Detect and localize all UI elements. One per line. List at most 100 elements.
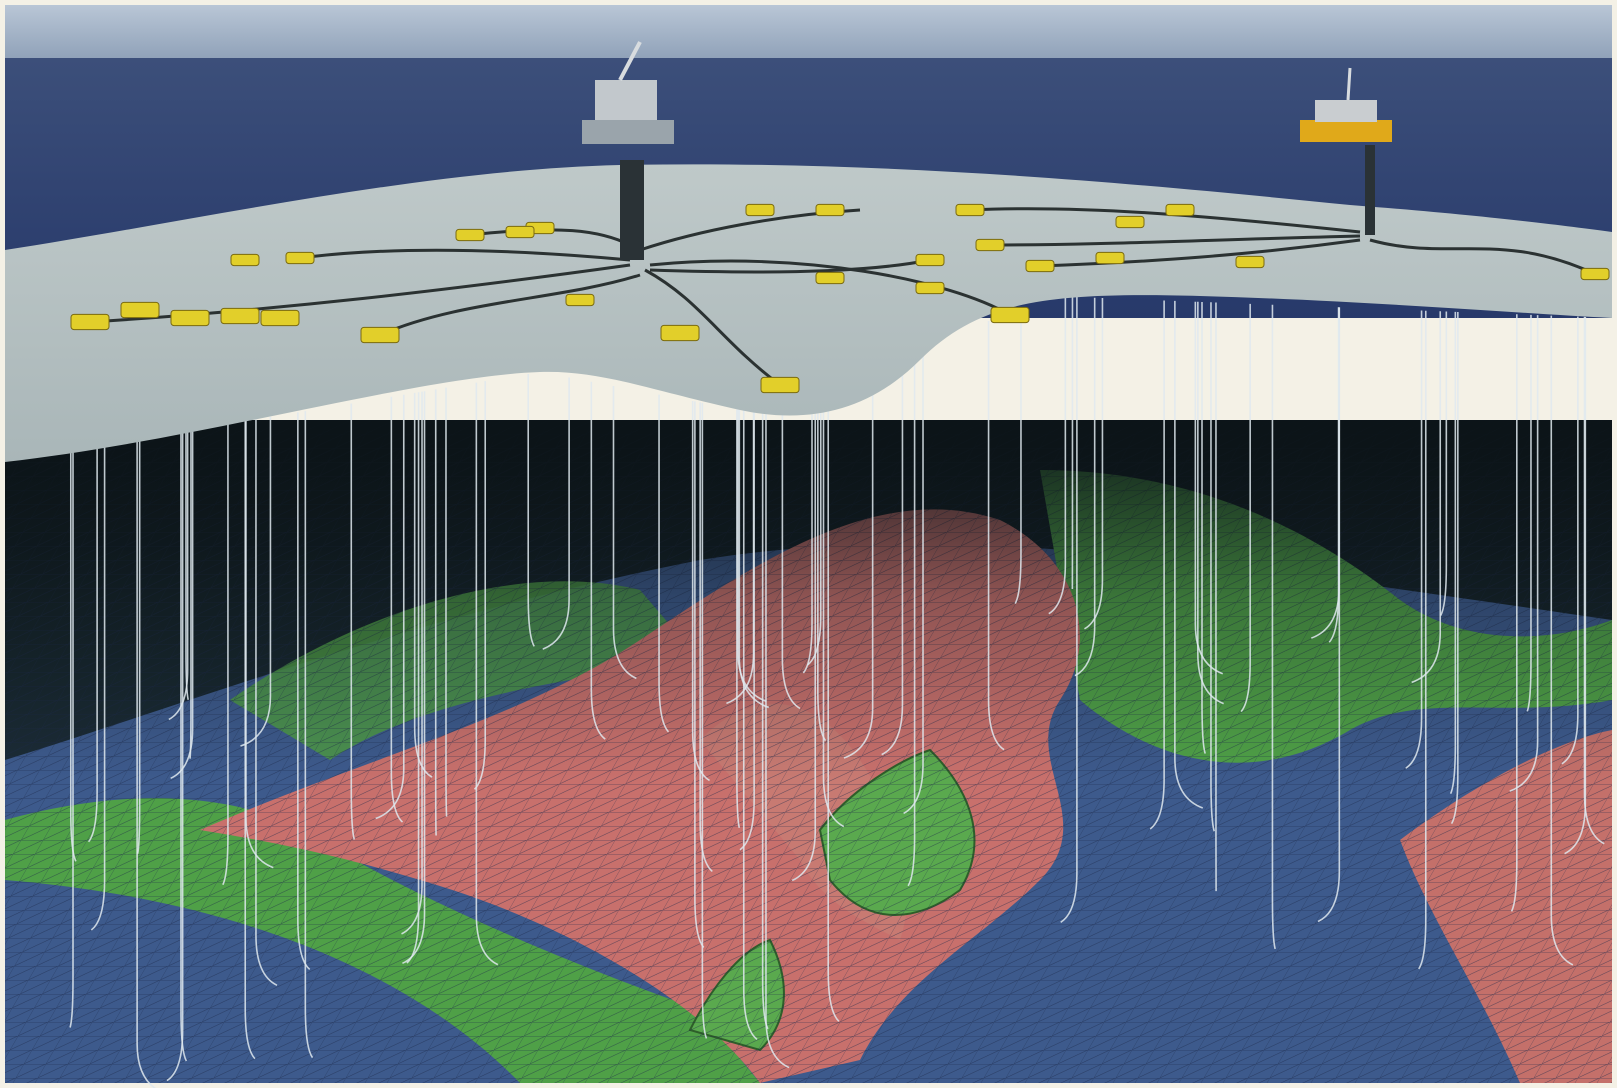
well [802,385,813,674]
well [185,431,189,700]
well [69,450,77,862]
well [1197,301,1224,705]
well [1411,311,1442,684]
seabed [5,164,1612,463]
well [612,385,637,680]
pipeline [1369,238,1596,276]
well [1240,303,1251,713]
subsea-template [815,203,845,217]
well [1405,310,1423,769]
main-platform [582,41,674,260]
pipeline [299,248,631,262]
well [907,351,916,887]
well [881,355,904,756]
subsea-template [360,326,400,344]
well [136,439,157,1088]
well [1201,301,1206,754]
well [168,430,189,721]
subsea-template [505,225,535,239]
subsea-template [285,251,315,265]
subsea-template [955,203,985,217]
well [1060,297,1078,923]
well [1439,311,1448,616]
well [473,381,487,790]
pipelines [89,207,1596,387]
pipeline [649,258,931,274]
well [166,431,184,1082]
subsea-template [565,293,595,307]
well [136,438,141,854]
subsea-template [915,253,945,267]
well [987,320,1005,751]
well [240,416,272,747]
well [1449,311,1457,795]
subsea-template [1580,267,1610,281]
well [297,412,311,970]
subsea-template [120,301,160,319]
subsea-template [220,307,260,325]
riser-bundle [620,160,644,260]
well [90,444,106,931]
subsea-template [1095,251,1125,265]
subsea-template [990,306,1030,324]
well [843,365,874,759]
subsea-template [1165,203,1195,217]
well [691,401,710,782]
well [406,392,420,964]
well [1561,316,1579,765]
platform-derrick [1346,67,1352,101]
pipeline [989,234,1361,247]
well [1194,301,1224,675]
well [817,384,827,742]
well [791,384,817,882]
subsea-template [915,281,945,295]
pipeline [649,259,1011,317]
well [903,348,924,815]
well [1074,297,1096,677]
pipeline [469,228,631,247]
pipeline [89,263,631,324]
well [527,373,535,647]
well [590,381,606,740]
subsea-template [1235,255,1265,269]
well [827,380,840,1022]
subsea-template [660,324,700,342]
well [69,449,74,1028]
well [1271,304,1276,950]
well [304,411,314,1059]
subsea-template [745,203,775,217]
well [1084,298,1104,630]
well [1564,316,1587,855]
well [1210,302,1216,832]
well [1509,315,1539,792]
platform-crane [618,41,642,81]
well [244,421,256,1060]
well [350,403,356,840]
well [658,394,670,733]
well [1583,316,1605,845]
well [765,401,790,1069]
pipeline [644,268,781,387]
subsea-template [455,228,485,242]
subsea-template [170,309,210,327]
subsea-template [760,376,800,394]
riser-bundle [1365,145,1375,235]
subsea-template [1025,259,1055,273]
well [1317,307,1341,923]
well [255,419,278,987]
pipeline [1039,238,1361,268]
subsea-template [260,309,300,327]
platform-hull [582,120,674,144]
platform-deck [595,80,657,120]
well [1014,307,1022,604]
well [170,429,194,780]
subsea-templates [70,203,1610,394]
well [1328,307,1340,643]
platform-hull [1300,120,1392,142]
platform-deck [1315,100,1377,122]
subsea-template [70,313,110,331]
well [701,402,708,1039]
well [1510,314,1518,912]
well [1526,314,1532,712]
